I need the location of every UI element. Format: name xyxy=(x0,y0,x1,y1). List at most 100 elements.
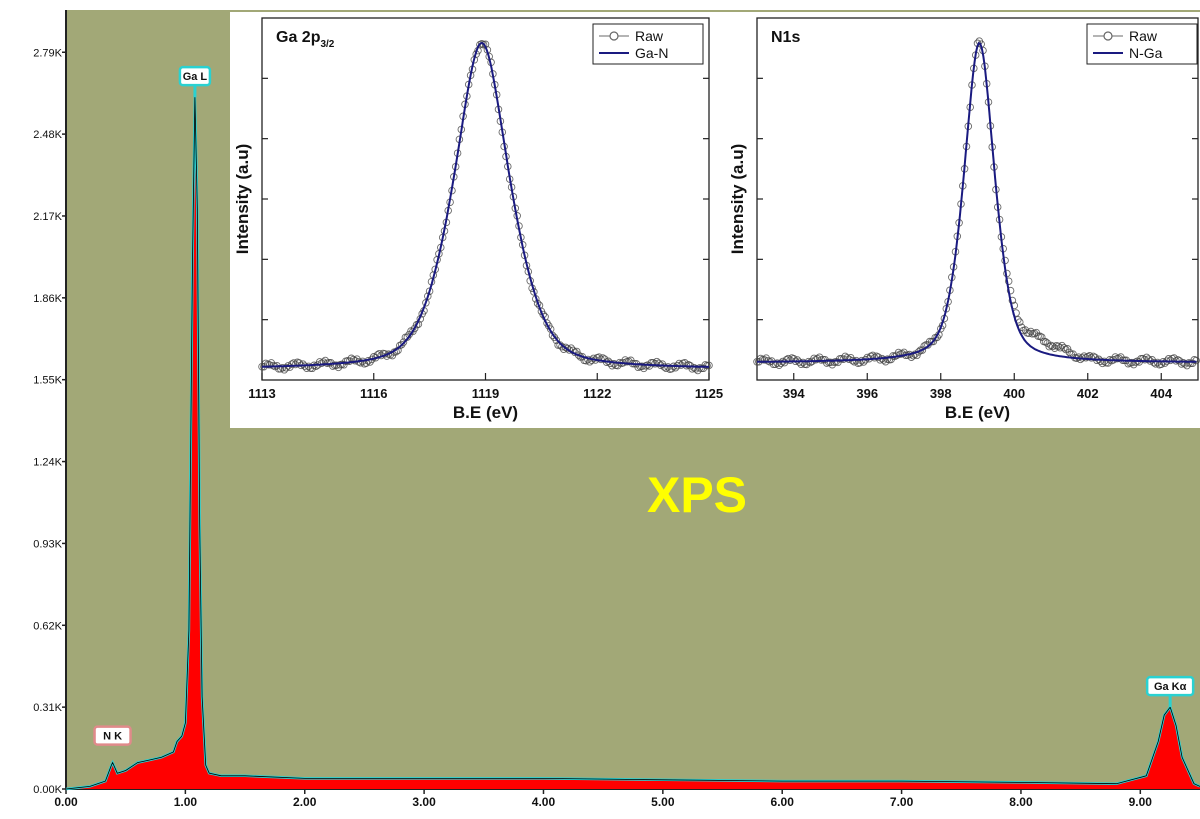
raw-data-point xyxy=(1038,333,1046,341)
raw-data-point xyxy=(1100,357,1109,366)
raw-data-point xyxy=(561,343,570,352)
raw-data-point xyxy=(929,337,938,346)
raw-data-point xyxy=(654,359,663,368)
raw-data-point xyxy=(898,349,906,358)
raw-data-point xyxy=(563,344,572,353)
inset-y-axis-label: Intensity (a.u) xyxy=(728,144,747,255)
legend-raw-marker xyxy=(609,31,619,41)
raw-data-point xyxy=(340,361,348,369)
raw-data-point xyxy=(786,356,794,364)
eds-axes: 0.00K 0.31K 0.62K 0.93K 1.24K 1.55K 1.86K 2.17K… xyxy=(33,10,1200,809)
raw-data-point xyxy=(397,340,406,349)
legend-fit-label: N-Ga xyxy=(1129,45,1163,61)
eds-x-tick-label: 6.00 xyxy=(771,795,795,809)
raw-data-point xyxy=(330,361,339,369)
legend-fit-label: Ga-N xyxy=(635,45,668,61)
raw-data-point xyxy=(1045,342,1053,351)
raw-data-point xyxy=(1140,355,1149,364)
raw-data-point xyxy=(1153,358,1162,367)
inset-x-tick-label: 402 xyxy=(1077,386,1099,401)
inset-legend-box xyxy=(1086,23,1198,65)
eds-peak-label: N K xyxy=(103,731,122,743)
raw-data-point xyxy=(356,359,365,367)
raw-data-point xyxy=(1008,296,1017,305)
raw-data-point xyxy=(282,364,290,372)
raw-data-point xyxy=(782,356,791,364)
raw-data-point xyxy=(876,356,884,364)
inset-x-axis-label: B.E (eV) xyxy=(945,403,1010,422)
eds-x-tick-label: 3.00 xyxy=(412,795,436,809)
raw-data-point xyxy=(664,363,672,371)
eds-peak-labels: N K Ga L Ga Kα xyxy=(93,65,1195,746)
raw-data-point xyxy=(1043,339,1052,347)
eds-x-tick-label: 4.00 xyxy=(532,795,556,809)
raw-data-point xyxy=(1041,338,1050,346)
legend-raw-label: Raw xyxy=(1129,28,1158,44)
inset-fit-line xyxy=(757,41,1197,363)
raw-data-point xyxy=(692,365,700,373)
eds-y-tick-label: 1.55K xyxy=(33,375,62,387)
raw-data-point xyxy=(1063,345,1072,353)
raw-data-point xyxy=(773,359,781,367)
raw-data-point xyxy=(399,338,408,346)
raw-data-point xyxy=(1050,344,1059,352)
raw-data-point xyxy=(291,360,300,369)
inset-frame xyxy=(261,17,710,381)
raw-data-point xyxy=(288,360,296,368)
raw-data-point xyxy=(478,40,486,48)
raw-data-point xyxy=(265,361,274,369)
eds-y-tick-label: 0.00K xyxy=(33,784,62,796)
eds-x-tick-label: 9.00 xyxy=(1129,795,1153,809)
legend-raw-label: Raw xyxy=(635,28,664,44)
raw-data-point xyxy=(1065,348,1074,357)
raw-data-point xyxy=(1060,343,1068,352)
raw-data-point xyxy=(1054,342,1063,351)
raw-data-point xyxy=(1027,327,1035,336)
raw-data-point xyxy=(850,358,859,366)
eds-y-tick-label: 2.79K xyxy=(33,47,62,59)
eds-peak-label-box xyxy=(93,725,132,746)
eds-peak-label: Ga Kα xyxy=(1154,681,1187,693)
eds-series xyxy=(65,97,1200,791)
eds-y-tick-label: 0.93K xyxy=(33,538,62,550)
inset-x-tick-label: 404 xyxy=(1150,386,1172,401)
inset-y-axis-label: Intensity (a.u) xyxy=(233,144,252,255)
eds-peak-label-box xyxy=(1145,675,1195,697)
inset-title: Ga 2p3/2 xyxy=(276,29,335,50)
inset-x-tick-label: 1116 xyxy=(360,386,388,401)
inset-legend-box xyxy=(592,23,704,65)
eds-y-tick-label: 1.86K xyxy=(33,293,62,305)
raw-data-point xyxy=(1128,358,1136,367)
raw-data-point xyxy=(1192,356,1200,365)
inset-x-tick-label: 1125 xyxy=(695,386,723,401)
raw-data-point xyxy=(1096,357,1105,365)
inset-title: N1s xyxy=(771,29,800,46)
raw-data-point xyxy=(304,362,313,371)
raw-data-point xyxy=(312,362,320,370)
eds-x-tick-label: 2.00 xyxy=(293,795,317,809)
eds-x-tick-label: 1.00 xyxy=(174,795,198,809)
raw-data-point xyxy=(552,336,561,345)
raw-data-point xyxy=(574,351,583,359)
raw-data-point xyxy=(1144,355,1153,363)
raw-data-point xyxy=(638,362,646,371)
inset-x-tick-label: 398 xyxy=(930,386,952,401)
eds-spectrum-line xyxy=(65,97,1200,790)
inset-x-tick-label: 1113 xyxy=(248,386,276,401)
raw-data-point xyxy=(826,358,835,367)
eds-x-tick-label: 0.00 xyxy=(54,795,78,809)
eds-y-tick-label: 0.31K xyxy=(33,702,62,714)
raw-data-point xyxy=(1025,329,1033,338)
raw-data-point xyxy=(1056,343,1064,352)
inset-x-tick-label: 1119 xyxy=(472,386,500,401)
eds-x-tick-label: 8.00 xyxy=(1009,795,1033,809)
legend-raw-marker xyxy=(1103,31,1113,41)
raw-data-point xyxy=(1004,277,1013,285)
inset-x-tick-label: 396 xyxy=(856,386,878,401)
raw-data-point xyxy=(812,355,820,364)
raw-data-point xyxy=(880,356,888,364)
eds-y-tick-label: 0.62K xyxy=(33,620,62,632)
